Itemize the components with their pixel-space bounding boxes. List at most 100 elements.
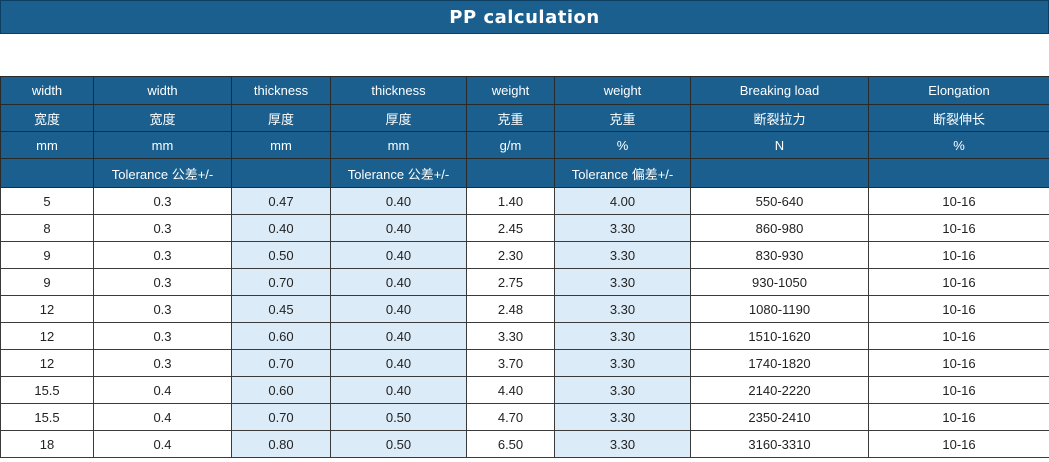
table-cell: 10-16 [868,241,1049,269]
table-cell: 12 [0,349,94,377]
header-cell: mm [93,131,232,159]
table-row: 15.5 0.4 0.60 0.40 4.40 3.30 2140-2220 10-16 [0,376,1049,404]
table-cell: 5 [0,187,94,215]
table-cell: 2.30 [466,241,555,269]
table-cell: 0.3 [93,295,232,323]
table-row: 15.5 0.4 0.70 0.50 4.70 3.30 2350-2410 10-16 [0,403,1049,431]
table-cell: 2.75 [466,268,555,296]
table-cell: 550-640 [690,187,869,215]
header-cell: 克重 [466,104,555,132]
header-cell: mm [0,131,94,159]
table-cell: 3.30 [554,241,691,269]
table-row: 18 0.4 0.80 0.50 6.50 3.30 3160-3310 10-16 [0,430,1049,458]
table-cell: 0.40 [330,268,467,296]
table-cell: 6.50 [466,430,555,458]
table-cell: 0.3 [93,214,232,242]
header-cell [0,158,94,188]
table-cell: 3.30 [554,295,691,323]
table-cell: 3.30 [554,376,691,404]
table-cell: 0.4 [93,430,232,458]
table-cell: 0.50 [231,241,331,269]
table-cell: 0.70 [231,349,331,377]
table-cell: 2140-2220 [690,376,869,404]
table-cell: 2350-2410 [690,403,869,431]
table-cell: 0.60 [231,322,331,350]
header-cell: N [690,131,869,159]
header-cell: 厚度 [231,104,331,132]
table-cell: 10-16 [868,403,1049,431]
table-cell: 2.45 [466,214,555,242]
header-cell: Tolerance 公差+/- [330,158,467,188]
table-cell: 10-16 [868,430,1049,458]
table-row: 12 0.3 0.60 0.40 3.30 3.30 1510-1620 10-16 [0,322,1049,350]
table-cell: 0.80 [231,430,331,458]
table-cell: 0.50 [330,430,467,458]
table-cell: 10-16 [868,322,1049,350]
header-cell: Breaking load [690,76,869,105]
table-cell: 2.48 [466,295,555,323]
table-cell: 0.45 [231,295,331,323]
table-cell: 0.4 [93,376,232,404]
table-cell: 3.30 [554,268,691,296]
table-cell: 3.70 [466,349,555,377]
table-cell: 4.00 [554,187,691,215]
table-cell: 10-16 [868,349,1049,377]
table-row: 12 0.3 0.45 0.40 2.48 3.30 1080-1190 10-16 [0,295,1049,323]
table-cell: 9 [0,268,94,296]
header-cell: Elongation [868,76,1049,105]
header-cell: 宽度 [93,104,232,132]
table-cell: 10-16 [868,268,1049,296]
table-row: 9 0.3 0.50 0.40 2.30 3.30 830-930 10-16 [0,241,1049,269]
table-cell: 12 [0,322,94,350]
table-cell: 0.40 [330,187,467,215]
table-cell: 1740-1820 [690,349,869,377]
table-cell: 12 [0,295,94,323]
table-cell: 3160-3310 [690,430,869,458]
table-row: 9 0.3 0.70 0.40 2.75 3.30 930-1050 10-16 [0,268,1049,296]
header-cell: 厚度 [330,104,467,132]
table-cell: 0.40 [330,376,467,404]
table-cell: 0.3 [93,349,232,377]
table-cell: 15.5 [0,403,94,431]
table-cell: 0.3 [93,268,232,296]
table-cell: 0.47 [231,187,331,215]
header-chinese-row: 宽度 宽度 厚度 厚度 克重 克重 断裂拉力 断裂伸长 [0,104,1049,132]
table-cell: 15.5 [0,376,94,404]
header-cell: % [868,131,1049,159]
header-cell [231,158,331,188]
page-title: PP calculation [0,0,1049,34]
header-cell: mm [231,131,331,159]
table-cell: 4.40 [466,376,555,404]
table-cell: 0.40 [330,349,467,377]
table-cell: 0.3 [93,241,232,269]
table-cell: 0.4 [93,403,232,431]
table-cell: 3.30 [466,322,555,350]
header-cell: mm [330,131,467,159]
header-cell: width [93,76,232,105]
table-cell: 3.30 [554,349,691,377]
header-cell: Tolerance 公差+/- [93,158,232,188]
header-cell: 宽度 [0,104,94,132]
header-cell: % [554,131,691,159]
table-cell: 0.40 [330,322,467,350]
table-cell: 3.30 [554,322,691,350]
table-cell: 930-1050 [690,268,869,296]
table-cell: 0.40 [330,214,467,242]
header-cell [466,158,555,188]
table-cell: 0.60 [231,376,331,404]
table-cell: 860-980 [690,214,869,242]
table-cell: 8 [0,214,94,242]
table-cell: 0.40 [330,241,467,269]
header-cell: 断裂伸长 [868,104,1049,132]
header-label-row: width width thickness thickness weight weight… [0,76,1049,105]
header-cell: Tolerance 偏差+/- [554,158,691,188]
header-cell: thickness [231,76,331,105]
table-cell: 18 [0,430,94,458]
table-cell: 830-930 [690,241,869,269]
table-cell: 9 [0,241,94,269]
table-cell: 0.40 [231,214,331,242]
table-cell: 3.30 [554,430,691,458]
pp-spec-table: width width thickness thickness weight weight… [0,76,1049,458]
table-cell: 10-16 [868,376,1049,404]
header-cell [868,158,1049,188]
